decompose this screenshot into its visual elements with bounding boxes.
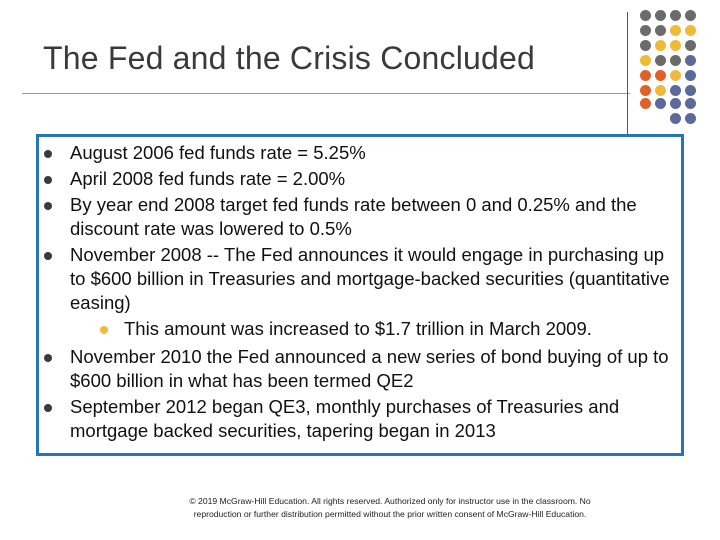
decorative-dot: [655, 70, 666, 81]
bullet-list: August 2006 fed funds rate = 5.25% April…: [44, 141, 684, 445]
bullet-item: November 2010 the Fed announced a new se…: [44, 345, 684, 393]
decorative-dot: [640, 25, 651, 36]
decorative-dot: [640, 40, 651, 51]
bullet-item: September 2012 began QE3, monthly purcha…: [44, 395, 684, 443]
decorative-dot: [640, 55, 651, 66]
sub-bullet-text: This amount was increased to $1.7 trilli…: [124, 318, 592, 339]
decorative-dot: [685, 98, 696, 109]
decorative-dot: [655, 55, 666, 66]
decorative-dot: [685, 10, 696, 21]
decorative-dot: [685, 113, 696, 124]
bullet-text: November 2008 -- The Fed announces it wo…: [70, 244, 670, 313]
decorative-dot: [655, 40, 666, 51]
copyright-footer: © 2019 McGraw-Hill Education. All rights…: [140, 495, 640, 521]
decorative-dot: [655, 25, 666, 36]
bullet-item: By year end 2008 target fed funds rate b…: [44, 193, 684, 241]
decorative-dot: [640, 70, 651, 81]
decorative-dot: [670, 70, 681, 81]
decorative-dot: [685, 40, 696, 51]
bullet-text: August 2006 fed funds rate = 5.25%: [70, 142, 366, 163]
decorative-dot: [670, 10, 681, 21]
bullet-text: November 2010 the Fed announced a new se…: [70, 346, 669, 391]
decorative-dot: [640, 98, 651, 109]
bullet-text: By year end 2008 target fed funds rate b…: [70, 194, 637, 239]
decorative-dot: [670, 25, 681, 36]
bullet-dot-icon: [44, 176, 52, 184]
decorative-dot: [670, 40, 681, 51]
decorative-dot-grid: [640, 10, 720, 124]
bullet-dot-icon: [44, 354, 52, 362]
bullet-text: April 2008 fed funds rate = 2.00%: [70, 168, 346, 189]
decorative-dot: [670, 113, 681, 124]
decorative-dot: [640, 85, 651, 96]
decorative-dot: [685, 85, 696, 96]
title-divider: [22, 93, 630, 94]
decorative-dot: [670, 55, 681, 66]
bullet-dot-icon: [44, 404, 52, 412]
decorative-dot: [655, 85, 666, 96]
vertical-divider: [627, 12, 628, 134]
decorative-dot: [655, 98, 666, 109]
decorative-dot: [655, 10, 666, 21]
sub-bullet-dot-icon: [100, 326, 108, 334]
decorative-dot: [685, 55, 696, 66]
decorative-dot: [670, 98, 681, 109]
slide-title: The Fed and the Crisis Concluded: [43, 40, 535, 76]
bullet-text: September 2012 began QE3, monthly purcha…: [70, 396, 620, 441]
decorative-dot: [640, 10, 651, 21]
footer-line: © 2019 McGraw-Hill Education. All rights…: [189, 496, 591, 506]
footer-line: reproduction or further distribution per…: [193, 509, 587, 519]
bullet-item: November 2008 -- The Fed announces it wo…: [44, 243, 684, 341]
decorative-dot: [685, 25, 696, 36]
bullet-dot-icon: [44, 202, 52, 210]
bullet-item: August 2006 fed funds rate = 5.25%: [44, 141, 684, 165]
bullet-item: April 2008 fed funds rate = 2.00%: [44, 167, 684, 191]
sub-bullet-item: This amount was increased to $1.7 trilli…: [70, 317, 684, 341]
decorative-dot: [670, 85, 681, 96]
content-frame: [36, 134, 684, 456]
decorative-dot: [685, 70, 696, 81]
bullet-dot-icon: [44, 252, 52, 260]
bullet-dot-icon: [44, 150, 52, 158]
